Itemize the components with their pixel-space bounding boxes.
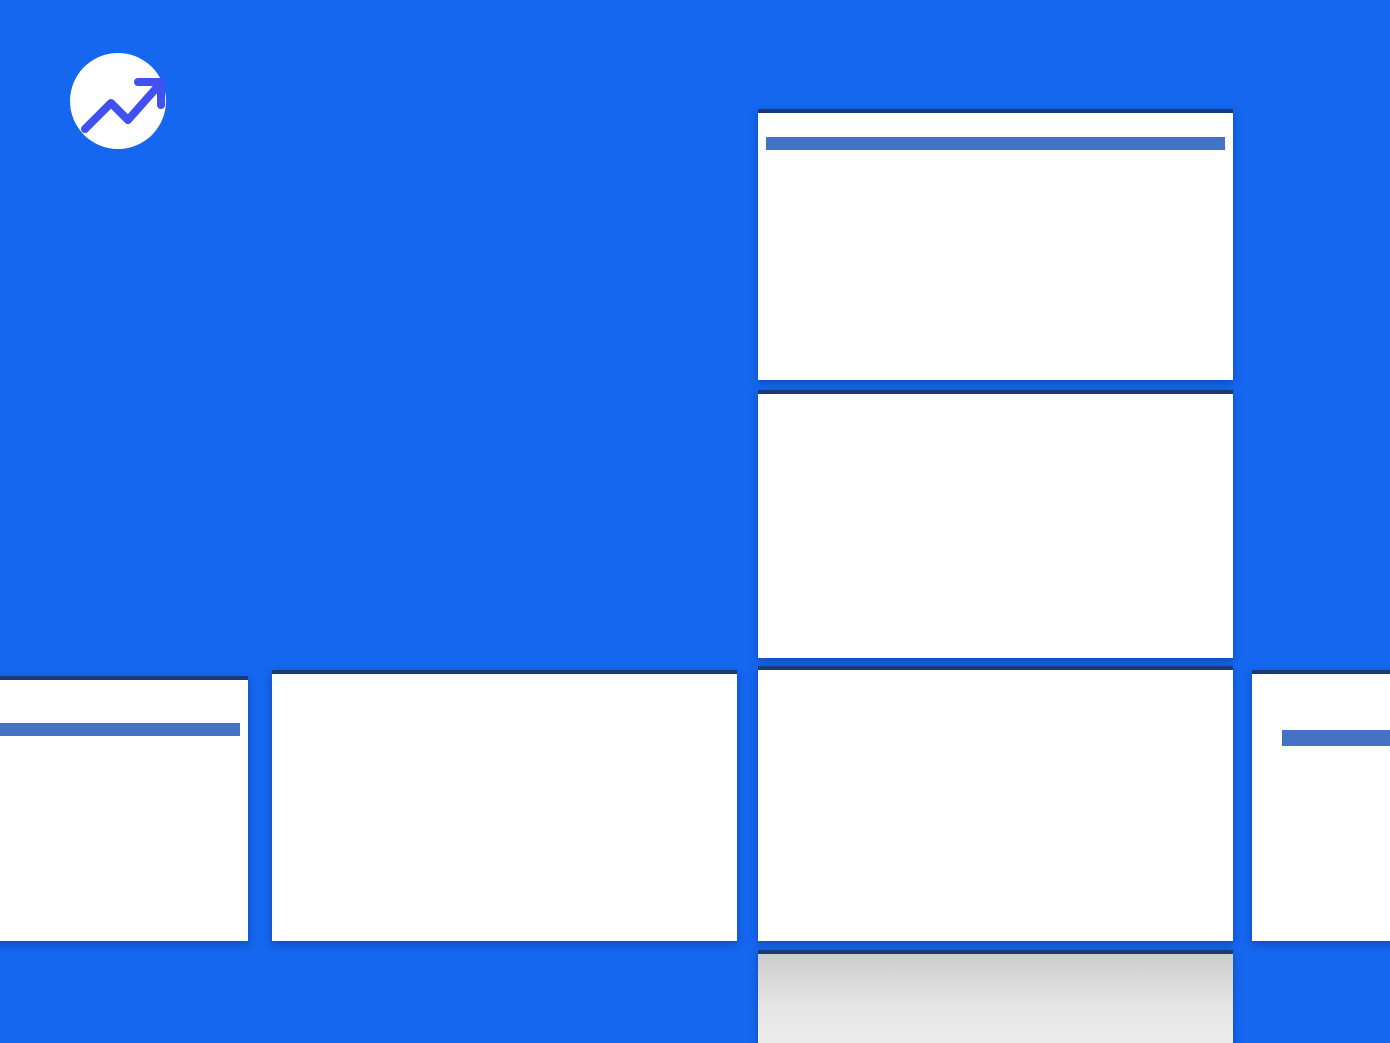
tab-24-months	[0, 723, 240, 736]
panel-operating-cash-flow	[758, 666, 1233, 941]
panel-financial-charts-sheet	[1252, 670, 1390, 941]
brand-logo	[55, 40, 455, 165]
sheet-chart-tab-bar	[1282, 730, 1390, 746]
panel-ebit	[758, 950, 1233, 1043]
panel-ebitda	[272, 670, 737, 941]
trend-arrow-icon	[70, 53, 166, 149]
panel-cash-balance	[758, 390, 1233, 658]
panel-revenue-breakdown-5y	[758, 109, 1233, 380]
panel-revenue-breakdown-24m	[0, 676, 248, 941]
tab-5-years	[766, 137, 1225, 150]
